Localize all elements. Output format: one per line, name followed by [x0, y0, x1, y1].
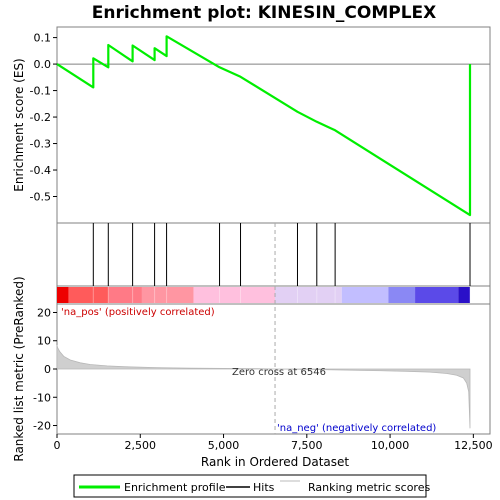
heat-bar-segment [57, 287, 69, 303]
es-axis-label: Enrichment score (ES) [12, 58, 26, 191]
metric-tick-label: -20 [33, 420, 51, 433]
es-panel [56, 26, 491, 224]
metric-tick-label: 20 [37, 306, 51, 319]
heat-bar [57, 287, 471, 303]
heat-bar-segment [275, 287, 342, 303]
es-tick-label: -0.5 [30, 191, 51, 204]
x-axis-label: Rank in Ordered Dataset [201, 455, 349, 469]
heat-bar-segment [388, 287, 416, 303]
pos-label: 'na_pos' (positively correlated) [61, 307, 215, 318]
metric-area [56, 344, 471, 429]
legend-hits-label: Hits [253, 481, 275, 494]
es-tick-label: -0.4 [30, 164, 51, 177]
metric-tick-label: -10 [33, 391, 51, 404]
legend-enrichment-label: Enrichment profile [124, 481, 226, 494]
heat-bar-segment [68, 287, 109, 303]
x-tick-label: 12,500 [454, 439, 493, 452]
legend-box [73, 474, 427, 498]
metric-axis-label: Ranked list metric (PreRanked) [12, 276, 26, 461]
hits-panel [56, 222, 491, 287]
x-tick-label: 10,000 [371, 439, 410, 452]
heat-bar-segment [458, 287, 471, 303]
neg-label: 'na_neg' (negatively correlated) [277, 423, 436, 434]
es-curve-line [56, 35, 472, 217]
x-tick-label: 0 [54, 439, 61, 452]
x-axis: 0 2,500 5,000 7,500 10,000 12,500 [54, 434, 493, 452]
metric-axis: 20 10 0 -10 -20 [33, 306, 57, 433]
metric-tick-label: 0 [44, 363, 51, 376]
metric-group [56, 223, 471, 434]
heat-bar-segment [108, 287, 142, 303]
heat-bar-segment [341, 287, 389, 303]
legend-metric-label: Ranking metric scores [308, 481, 430, 494]
es-tick-label: -0.2 [30, 111, 51, 124]
x-tick-label: 2,500 [125, 439, 157, 452]
es-tick-label: 0.0 [34, 58, 52, 71]
zero-cross-label: Zero cross at 6546 [232, 367, 326, 378]
x-tick-label: 7,500 [291, 439, 323, 452]
heat-bar-segment [415, 287, 459, 303]
es-tick-label: -0.1 [30, 85, 51, 98]
heat-bar-segment [193, 287, 276, 303]
heat-bar-segment [141, 287, 194, 303]
es-axis: 0.1 0.0 -0.1 -0.2 -0.3 -0.4 -0.5 [30, 32, 57, 204]
es-tick-label: 0.1 [34, 32, 52, 45]
x-tick-label: 5,000 [208, 439, 240, 452]
es-tick-label: -0.3 [30, 138, 51, 151]
metric-tick-label: 10 [37, 335, 51, 348]
es-curve-group [56, 35, 472, 217]
chart-title: Enrichment plot: KINESIN_COMPLEX [92, 3, 437, 23]
hits-group [92, 223, 471, 286]
